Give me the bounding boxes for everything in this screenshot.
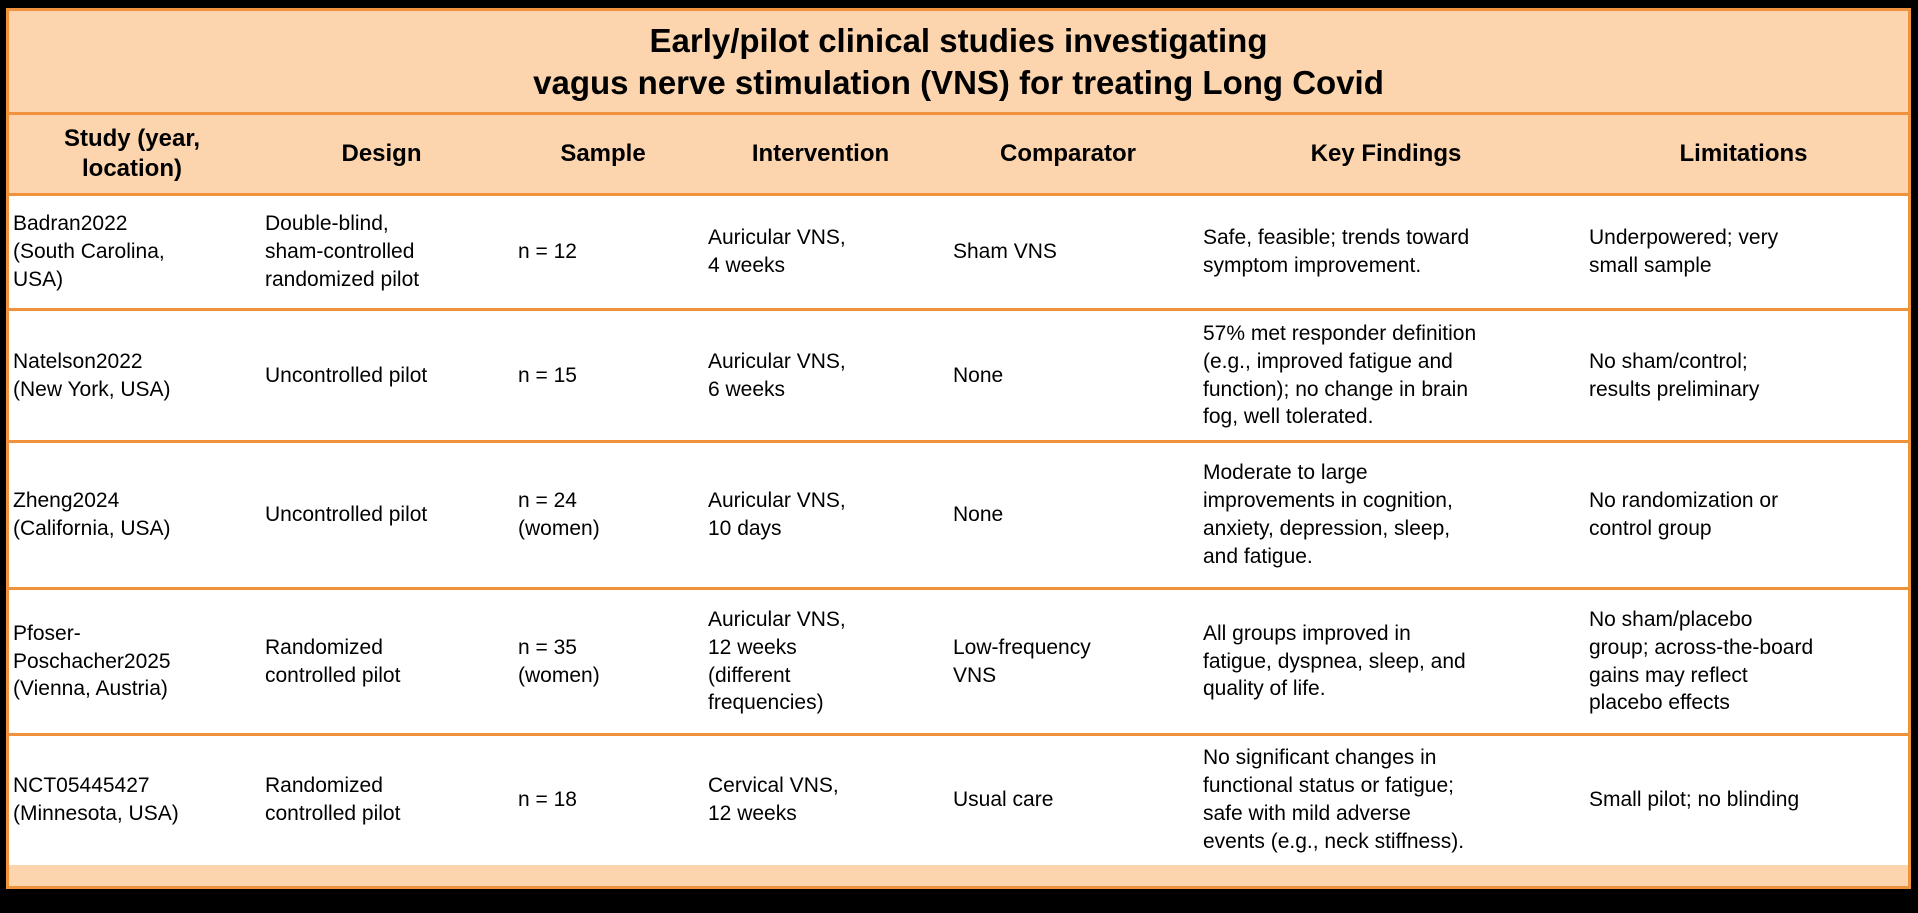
column-header: Study (year, location) [9, 115, 255, 196]
table-header-row: Study (year, location) Design Sample Interv… [9, 115, 1908, 196]
table-cell: Cervical VNS, 12 weeks [698, 734, 943, 865]
table-cell: n = 18 [508, 734, 698, 865]
table-cell: Randomized controlled pilot [255, 734, 508, 865]
table-cell: Auricular VNS, 10 days [698, 441, 943, 590]
table-cell: No sham/placebo group; across-the-board … [1579, 588, 1908, 736]
table-cell: Usual care [943, 734, 1193, 865]
table-title: Early/pilot clinical studies investigati… [9, 11, 1908, 115]
table-cell: Uncontrolled pilot [255, 309, 508, 443]
table-cell: Auricular VNS, 4 weeks [698, 194, 943, 311]
table-cell: None [943, 441, 1193, 590]
table-cell: Double-blind, sham-controlled randomized… [255, 194, 508, 311]
table-cell: Moderate to large improvements in cognit… [1193, 441, 1579, 590]
table-cell: Zheng2024 (California, USA) [9, 441, 255, 590]
table-row: Badran2022 (South Carolina, USA) Double-b… [9, 194, 1908, 311]
table-cell: Safe, feasible; trends toward symptom im… [1193, 194, 1579, 311]
table-cell: n = 12 [508, 194, 698, 311]
table-row: Natelson2022 (New York, USA) Uncontrolled… [9, 309, 1908, 443]
table-cell: 57% met responder definition (e.g., impr… [1193, 309, 1579, 443]
table-row: Zheng2024 (California, USA) Uncontrolled … [9, 441, 1908, 590]
table-cell: Uncontrolled pilot [255, 441, 508, 590]
table-title-line2: vagus nerve stimulation (VNS) for treati… [533, 63, 1384, 101]
table-cell: n = 15 [508, 309, 698, 443]
table-cell: No sham/control; results preliminary [1579, 309, 1908, 443]
table-cell: NCT05445427 (Minnesota, USA) [9, 734, 255, 865]
studies-table: Study (year, location) Design Sample Interv… [9, 115, 1908, 865]
column-header: Limitations [1579, 115, 1908, 196]
column-header: Sample [508, 115, 698, 196]
study-table-panel: Early/pilot clinical studies investigati… [6, 8, 1911, 889]
table-cell: Randomized controlled pilot [255, 588, 508, 736]
table-cell: All groups improved in fatigue, dyspnea,… [1193, 588, 1579, 736]
table-cell: No significant changes in functional sta… [1193, 734, 1579, 865]
table-cell: n = 35 (women) [508, 588, 698, 736]
column-header: Intervention [698, 115, 943, 196]
column-header: Design [255, 115, 508, 196]
table-title-line1: Early/pilot clinical studies investigati… [649, 21, 1268, 59]
table-cell: Auricular VNS, 6 weeks [698, 309, 943, 443]
table-cell: Sham VNS [943, 194, 1193, 311]
table-cell: Small pilot; no blinding [1579, 734, 1908, 865]
table-cell: Pfoser- Poschacher2025 (Vienna, Austria) [9, 588, 255, 736]
table-cell: Low-frequency VNS [943, 588, 1193, 736]
table-row: NCT05445427 (Minnesota, USA) Randomized c… [9, 734, 1908, 865]
table-row: Pfoser- Poschacher2025 (Vienna, Austria)… [9, 588, 1908, 736]
column-header: Key Findings [1193, 115, 1579, 196]
table-cell: None [943, 309, 1193, 443]
table-cell: Auricular VNS, 12 weeks (different frequ… [698, 588, 943, 736]
table-cell: Badran2022 (South Carolina, USA) [9, 194, 255, 311]
table-cell: Natelson2022 (New York, USA) [9, 309, 255, 443]
table-cell: Underpowered; very small sample [1579, 194, 1908, 311]
column-header: Comparator [943, 115, 1193, 196]
table-cell: No randomization or control group [1579, 441, 1908, 590]
table-cell: n = 24 (women) [508, 441, 698, 590]
